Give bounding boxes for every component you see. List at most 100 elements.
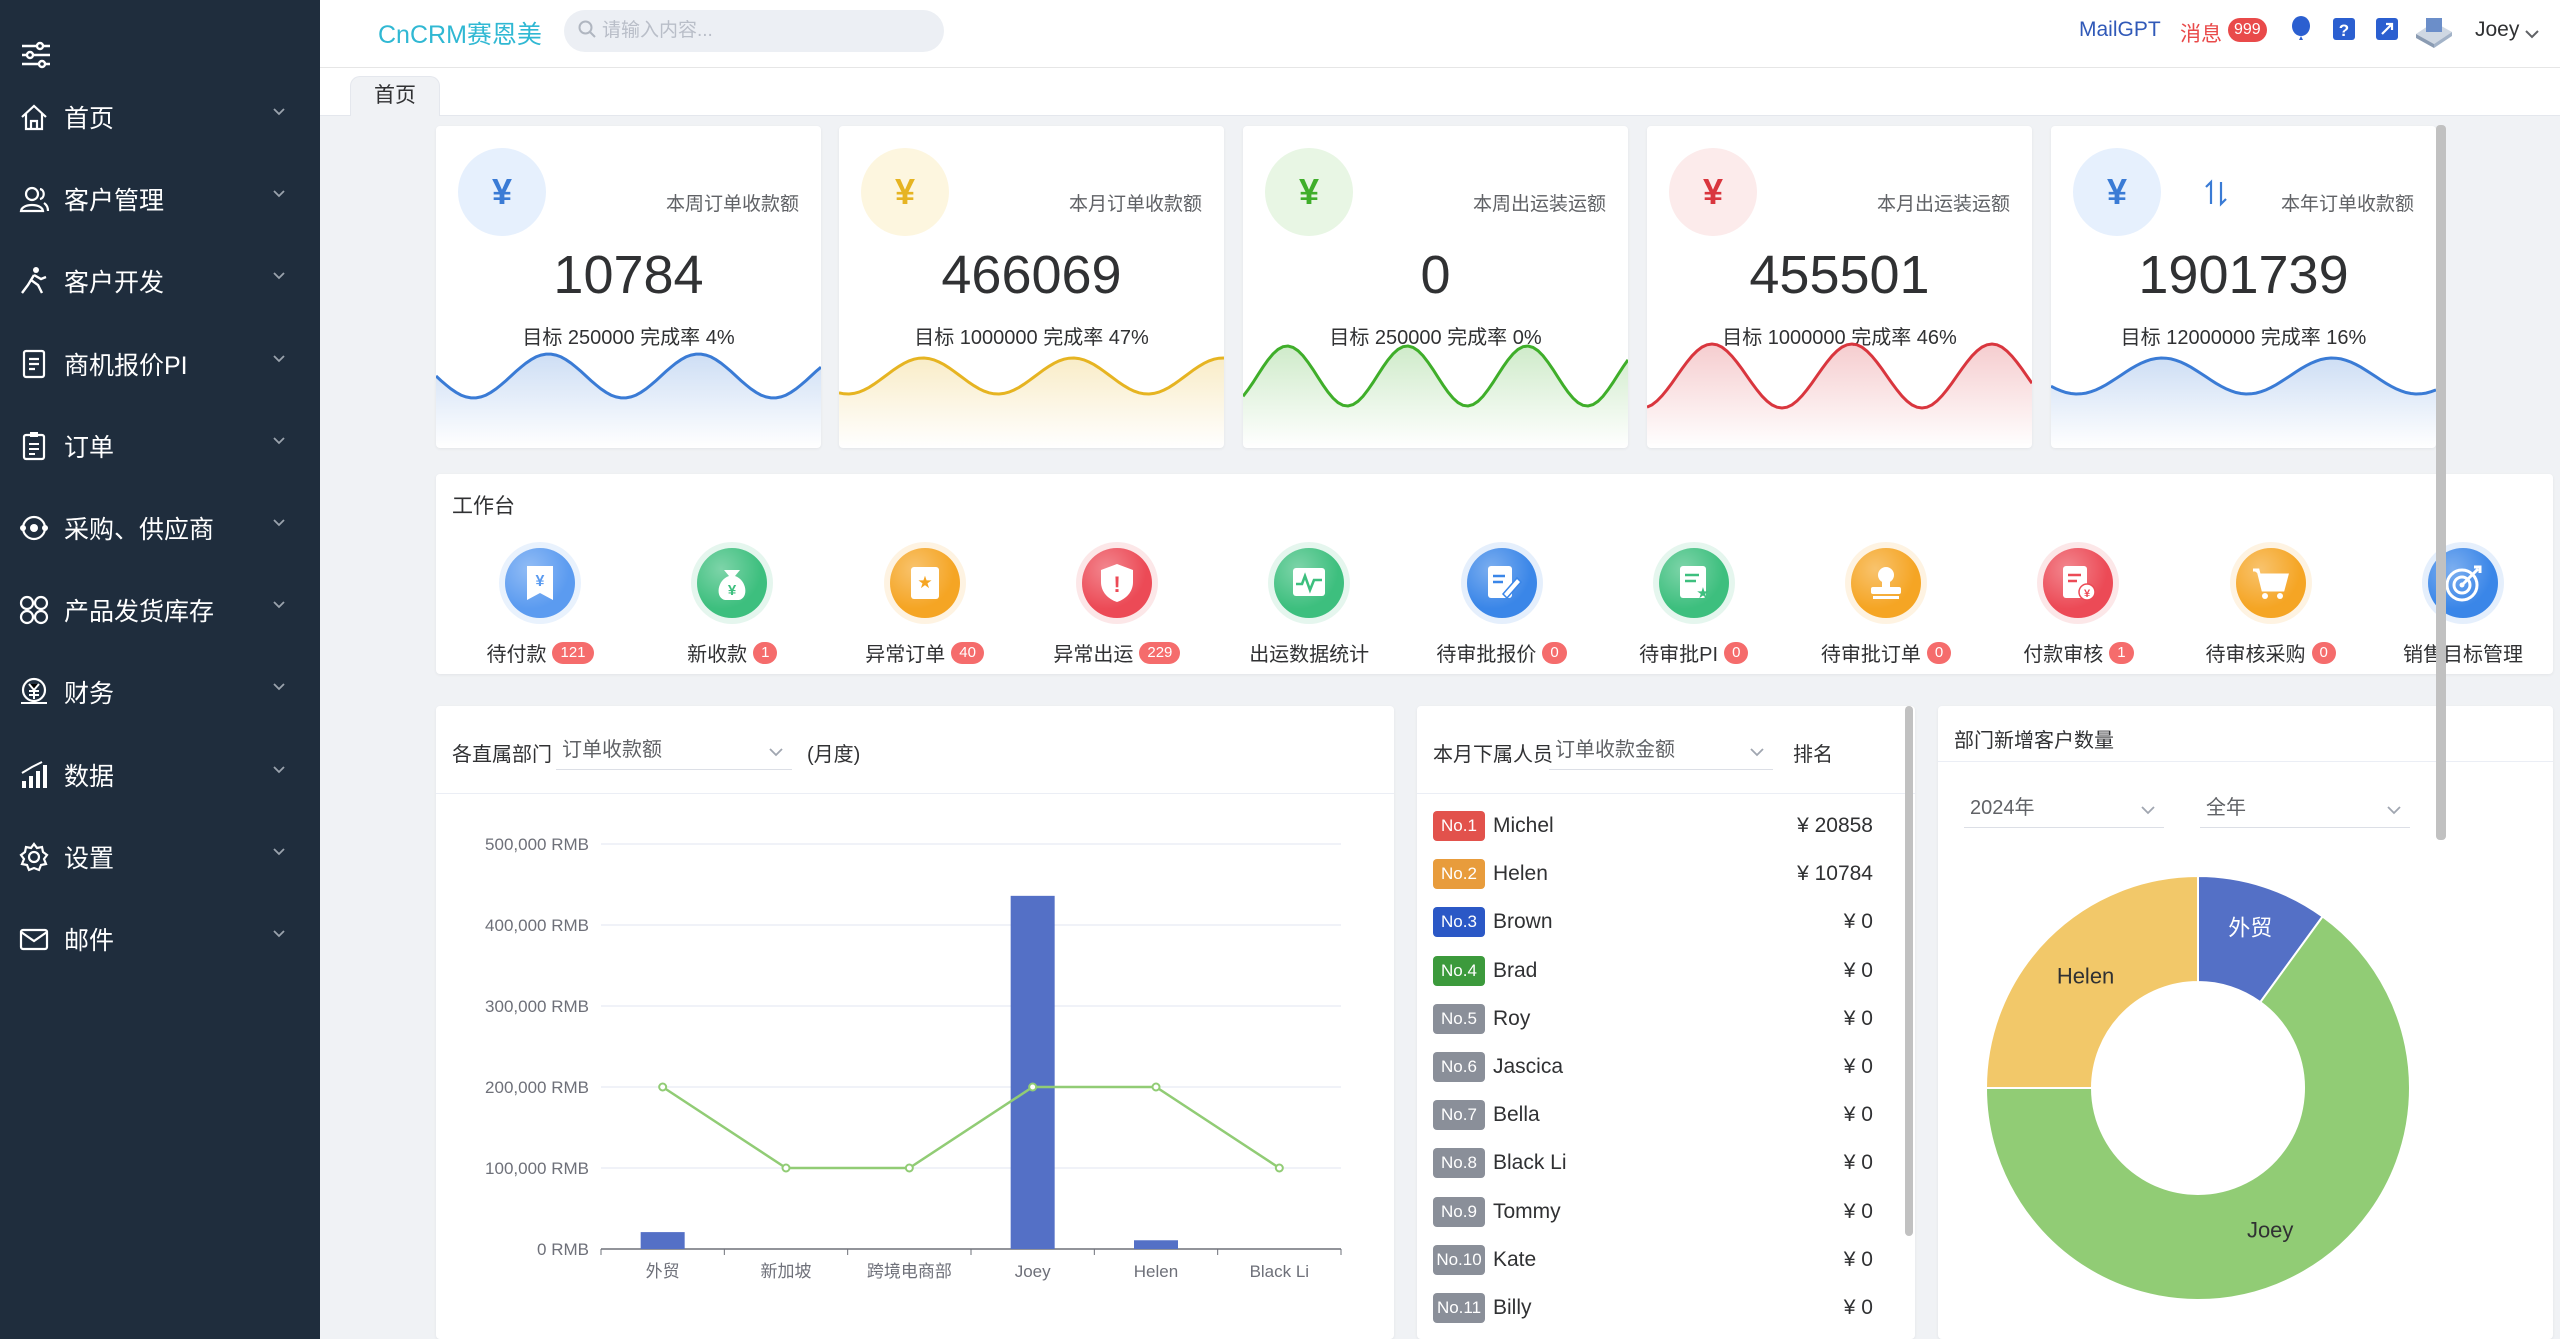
balloon-icon[interactable] (2290, 15, 2312, 48)
external-link-icon[interactable] (2374, 15, 2400, 48)
bar[interactable] (640, 1232, 685, 1249)
ranking-metric-select[interactable]: 订单收款金额 (1549, 730, 1773, 770)
workbench-item[interactable]: ★ 异常订单 40 (837, 548, 1013, 668)
sidebar-item-3[interactable]: 商机报价PI (0, 323, 320, 405)
user-name[interactable]: Joey (2475, 18, 2520, 41)
workbench-item[interactable]: 销售目标管理 (2375, 548, 2551, 668)
rank-badge: No.8 (1433, 1148, 1485, 1179)
x-tick-label: Helen (1134, 1262, 1178, 1281)
chevron-down-icon[interactable] (2524, 26, 2540, 44)
yen-icon: ¥ (861, 148, 949, 236)
x-tick-label: Joey (1015, 1262, 1051, 1281)
rank-badge: No.7 (1433, 1100, 1485, 1131)
mailgpt-link[interactable]: MailGPT (2079, 18, 2161, 41)
workbench-item-badge: 1 (2109, 641, 2134, 664)
dashboard-content: ¥ 本周订单收款额 10784 目标 250000 完成率 4% ¥ 本月订单收款额 466… (320, 116, 2560, 1339)
workbench-item[interactable]: ¥ 新收款 1 (644, 548, 820, 668)
edit-doc-icon (1466, 548, 1537, 618)
stat-card[interactable]: ¥ 本月出运装运额 455501 目标 1000000 完成率 46% (1647, 126, 2032, 448)
pie-slice[interactable] (1984, 874, 2199, 1089)
sidebar-item-5[interactable]: 采购、供应商 (0, 487, 320, 569)
sidebar-item-8[interactable]: 数据 (0, 734, 320, 816)
sidebar-item-label: 首页 (64, 105, 115, 133)
gear-icon (16, 839, 52, 875)
sidebar-item-label: 客户开发 (64, 269, 165, 298)
sidebar-item-2[interactable]: 客户开发 (0, 240, 320, 322)
workbench-item[interactable]: ! 异常出运 229 (1029, 548, 1205, 668)
sidebar-item-4[interactable]: 订单 (0, 405, 320, 487)
rank-badge: No.9 (1433, 1196, 1485, 1227)
top-header: CnCRM赛恩美 MailGPT 消息 999 ? Joey (320, 0, 2560, 68)
sidebar-item-label: 采购、供应商 (64, 516, 215, 544)
line-point[interactable] (1274, 1163, 1284, 1173)
user-avatar[interactable] (2412, 10, 2456, 55)
dept-chart-header: 各直属部门 订单收款额 (月度) (436, 706, 1394, 794)
year-select[interactable]: 2024年 (1964, 788, 2164, 828)
stat-target: 目标 250000 完成率 0% (1329, 327, 1542, 349)
workbench-item[interactable]: ★ 待审批PI 0 (1606, 548, 1782, 668)
line-point[interactable] (904, 1163, 914, 1173)
y-tick-label: 500,000 RMB (485, 835, 589, 854)
series-line (661, 1085, 1281, 1170)
sort-icon[interactable] (2201, 178, 2231, 213)
ranking-scrollbar[interactable] (1905, 706, 1913, 1236)
sidebar-item-0[interactable]: 首页 (0, 76, 320, 158)
line-point[interactable] (781, 1163, 791, 1173)
workbench-item[interactable]: 待审核采购 0 (2183, 548, 2359, 668)
sidebar-item-1[interactable]: 客户管理 (0, 158, 320, 240)
ranking-row: No.2 Helen ¥ 10784 (1433, 854, 1873, 894)
line-point[interactable] (658, 1082, 668, 1092)
sidebar-item-9[interactable]: 设置 (0, 816, 320, 898)
stat-label: 本年订单收款额 (2280, 194, 2414, 215)
sidebar-item-10[interactable]: 邮件 (0, 898, 320, 980)
workbench-item[interactable]: ¥ 付款审核 1 (1990, 548, 2166, 668)
chevron-down-icon (272, 926, 286, 944)
workbench-item[interactable]: 待审批订单 0 (1798, 548, 1974, 668)
rank-amount: ¥ 0 (1843, 1199, 1873, 1223)
rank-badge: No.11 (1433, 1293, 1485, 1323)
bar[interactable] (1134, 1240, 1178, 1249)
page-scrollbar[interactable] (2436, 125, 2446, 840)
search-box[interactable] (564, 10, 944, 52)
stat-card[interactable]: ¥ 本周出运装运额 0 目标 250000 完成率 0% (1243, 126, 1628, 448)
chevron-down-icon (272, 351, 286, 369)
workbench-item-label: 待审批订单 (1820, 644, 1921, 666)
x-tick-label: 新加坡 (761, 1262, 812, 1281)
workbench-item-label: 待审批报价 (1436, 644, 1537, 666)
messages-link[interactable]: 消息 (2180, 23, 2222, 46)
workbench-item-badge: 0 (2311, 641, 2336, 664)
bar[interactable] (1010, 895, 1055, 1249)
pie-slice[interactable] (1984, 915, 2411, 1301)
rank-badge: No.6 (1433, 1052, 1485, 1082)
stat-target: 目标 1000000 完成率 46% (1722, 327, 1957, 349)
tab-bar: 首页 (320, 68, 2560, 116)
ranking-header: 本月下属人员 订单收款金额 排名 (1417, 706, 1915, 794)
chevron-down-icon (272, 679, 286, 697)
sidebar-item-6[interactable]: 产品发货库存 (0, 569, 320, 651)
menu-toggle-icon[interactable] (20, 40, 52, 70)
stat-card[interactable]: ¥ 本年订单收款额 1901739 目标 12000000 完成率 16% (2051, 126, 2436, 448)
workbench-item[interactable]: 出运数据统计 (1221, 548, 1397, 668)
stat-value: 0 (1420, 245, 1451, 305)
line-point[interactable] (1151, 1082, 1161, 1092)
app-logo[interactable]: CnCRM赛恩美 (378, 21, 542, 49)
stat-card[interactable]: ¥ 本月订单收款额 466069 目标 1000000 完成率 47% (839, 126, 1224, 448)
stat-card[interactable]: ¥ 本周订单收款额 10784 目标 250000 完成率 4% (436, 126, 821, 448)
sidebar-item-7[interactable]: 财务 (0, 651, 320, 733)
tab-home[interactable]: 首页 (350, 76, 440, 116)
workbench-item[interactable]: 待审批报价 0 (1414, 548, 1590, 668)
range-select[interactable]: 全年 (2200, 788, 2410, 828)
pie-label: Helen (2057, 964, 2114, 989)
chevron-down-icon (1749, 738, 1765, 778)
data-icon (16, 757, 52, 793)
svg-text:★: ★ (1696, 585, 1709, 602)
workbench-item[interactable]: ¥ 待付款 121 (452, 548, 628, 668)
star-doc-icon: ★ (889, 548, 960, 618)
svg-text:¥: ¥ (728, 582, 737, 599)
line-point[interactable] (1028, 1082, 1038, 1092)
dept-metric-select[interactable]: 订单收款额 (556, 730, 792, 770)
help-icon[interactable]: ? (2331, 15, 2357, 48)
search-input[interactable] (602, 20, 932, 42)
ranking-row: No.4 Brad ¥ 0 (1433, 951, 1873, 991)
stat-target: 目标 250000 完成率 4% (522, 327, 735, 349)
